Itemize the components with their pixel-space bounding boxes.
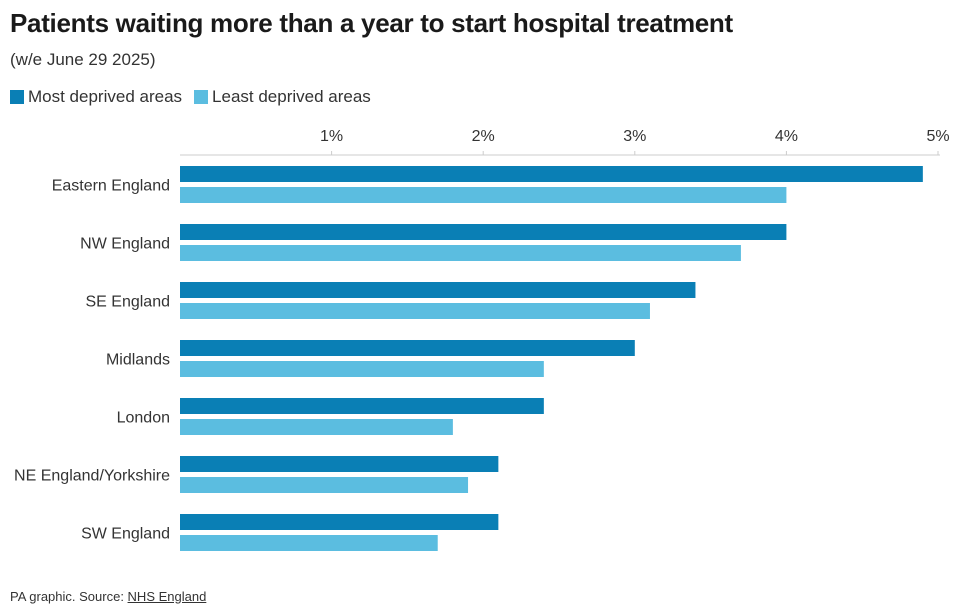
bar-least-deprived — [180, 361, 544, 377]
bar-least-deprived — [180, 477, 469, 493]
bar-least-deprived — [180, 419, 453, 435]
category-label: NW England — [80, 236, 170, 253]
category-label: SE England — [85, 294, 170, 311]
category-label: Midlands — [106, 352, 170, 369]
category-label: Eastern England — [52, 178, 170, 195]
x-tick-label: 3% — [623, 128, 646, 145]
bar-least-deprived — [180, 245, 741, 261]
bar-most-deprived — [180, 166, 923, 182]
x-tick-label: 5% — [926, 128, 949, 145]
footer-source: PA graphic. Source: NHS England — [10, 589, 206, 604]
legend-swatch-most-deprived — [10, 90, 24, 104]
chart-title: Patients waiting more than a year to sta… — [10, 8, 733, 38]
legend-item-least-deprived: Least deprived areas — [194, 87, 371, 107]
x-tick-label: 4% — [775, 128, 798, 145]
bar-most-deprived — [180, 224, 787, 240]
legend-item-most-deprived: Most deprived areas — [10, 87, 182, 107]
legend-swatch-least-deprived — [194, 90, 209, 104]
bar-most-deprived — [180, 514, 499, 530]
footer-prefix: PA graphic. Source: — [10, 589, 128, 604]
bar-most-deprived — [180, 340, 635, 356]
bar-most-deprived — [180, 282, 696, 298]
category-label: London — [117, 410, 170, 427]
bar-most-deprived — [180, 456, 499, 472]
legend-label-most-deprived: Most deprived areas — [28, 87, 183, 106]
x-tick-label: 2% — [472, 128, 495, 145]
category-label: SW England — [81, 526, 170, 543]
legend-label-least-deprived: Least deprived areas — [212, 87, 371, 106]
chart-subtitle: (w/e June 29 2025) — [10, 50, 156, 69]
category-label: NE England/Yorkshire — [14, 468, 170, 485]
bar-most-deprived — [180, 398, 544, 414]
x-tick-label: 1% — [320, 128, 343, 145]
bar-least-deprived — [180, 187, 787, 203]
legend: Most deprived areas Least deprived areas — [10, 87, 383, 107]
source-link[interactable]: NHS England — [127, 589, 207, 604]
bar-least-deprived — [180, 303, 650, 319]
bar-least-deprived — [180, 535, 438, 551]
